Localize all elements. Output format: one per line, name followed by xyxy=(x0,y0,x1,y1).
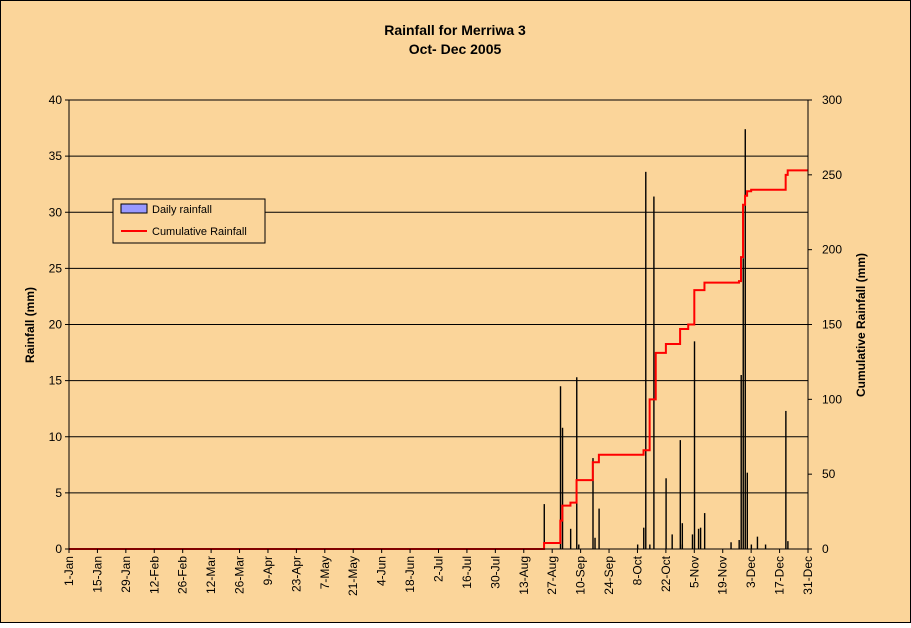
x-tick-label: 15-Jan xyxy=(90,556,104,593)
rainfall-bar xyxy=(645,171,647,549)
y2-tick-label: 50 xyxy=(822,467,836,481)
rainfall-bar xyxy=(742,258,744,549)
x-tick-label: 17-Dec xyxy=(773,556,787,595)
y-tick-label: 20 xyxy=(49,318,63,332)
rainfall-bar xyxy=(764,544,767,549)
x-tick-label: 26-Feb xyxy=(176,556,190,594)
rainfall-bar xyxy=(665,478,667,549)
rainfall-bar xyxy=(750,544,753,549)
daily-rainfall-bars xyxy=(543,129,789,549)
y2-tick-label: 200 xyxy=(822,243,842,257)
x-tick-label: 18-Jun xyxy=(403,556,417,593)
rainfall-bar xyxy=(653,196,655,549)
x-tick-label: 22-Oct xyxy=(659,555,673,592)
rainfall-bar xyxy=(578,544,580,549)
y-tick-label: 0 xyxy=(55,542,62,556)
x-tick-label: 12-Mar xyxy=(204,556,218,594)
rainfall-bar xyxy=(697,528,700,549)
y2-tick-label: 300 xyxy=(822,93,842,107)
x-tick-label: 9-Apr xyxy=(261,556,275,585)
x-tick-label: 19-Nov xyxy=(716,556,730,595)
rainfall-bar xyxy=(679,440,681,549)
rainfall-bar xyxy=(559,386,562,549)
rainfall-bar xyxy=(693,341,696,549)
y2-tick-label: 100 xyxy=(822,392,842,406)
rainfall-bar xyxy=(543,504,545,549)
rainfall-bar xyxy=(592,458,594,549)
rainfall-bar xyxy=(756,536,759,549)
rainfall-bar xyxy=(649,544,651,549)
right-y-tick-labels: 0 50 100 150 200 250 300 xyxy=(822,93,842,556)
rainfall-bar xyxy=(576,377,578,549)
x-tick-label: 31-Dec xyxy=(801,556,815,595)
rainfall-bar xyxy=(699,527,702,549)
legend-bar-swatch xyxy=(120,203,148,214)
x-tick-label: 8-Oct xyxy=(630,555,644,585)
x-tick-label: 4-Jun xyxy=(375,556,389,586)
rainfall-bar xyxy=(681,523,684,549)
rainfall-bar xyxy=(598,508,600,549)
x-tick-label: 5-Nov xyxy=(687,556,701,588)
chart-title: Rainfall for Merriwa 3 xyxy=(384,22,526,38)
y-tick-label: 10 xyxy=(49,430,63,444)
x-tick-label: 12-Feb xyxy=(147,556,161,594)
y-tick-label: 30 xyxy=(49,205,63,219)
x-tick-labels: 1-Jan 15-Jan 29-Jan 12-Feb 26-Feb 12-Mar 26-Ma… xyxy=(62,555,815,596)
cumulative-rainfall-line xyxy=(69,169,808,550)
rainfall-bar xyxy=(671,534,673,549)
y-axis-title: Rainfall (mm) xyxy=(23,287,37,363)
rainfall-bar xyxy=(787,541,789,549)
y2-tick-label: 150 xyxy=(822,318,842,332)
x-tick-label: 1-Jan xyxy=(62,556,76,586)
y2-tick-label: 250 xyxy=(822,168,842,182)
rainfall-bar xyxy=(744,129,746,549)
rainfall-bar xyxy=(594,537,596,549)
x-tick-label: 13-Aug xyxy=(517,556,531,595)
axes xyxy=(65,99,812,553)
rainfall-bar xyxy=(730,542,732,549)
rainfall-bar xyxy=(691,534,694,549)
x-tick-label: 26-Mar xyxy=(233,556,247,594)
y-tick-label: 15 xyxy=(49,374,63,388)
rainfall-bar xyxy=(643,527,645,549)
y-tick-label: 25 xyxy=(49,261,63,275)
cumulative-rainfall-line-group xyxy=(69,169,808,550)
rainfall-bar xyxy=(740,375,742,549)
y-tick-label: 35 xyxy=(49,149,63,163)
rainfall-bar xyxy=(746,472,748,549)
rainfall-bar xyxy=(785,410,787,549)
x-tick-label: 21-May xyxy=(346,556,360,596)
x-tick-label: 24-Sep xyxy=(602,556,616,595)
legend: Daily rainfall Cumulative Rainfall xyxy=(112,198,266,244)
legend-label-daily-rainfall: Daily rainfall xyxy=(152,204,212,216)
x-tick-label: 23-Apr xyxy=(289,556,303,592)
x-tick-label: 2-Jul xyxy=(432,556,446,582)
rainfall-bar xyxy=(703,513,706,549)
x-tick-label: 3-Dec xyxy=(744,556,758,588)
y2-axis-title: Cumulative Rainfall (mm) xyxy=(854,253,868,397)
rainfall-bar xyxy=(738,540,740,549)
x-tick-label: 7-May xyxy=(318,556,332,589)
rainfall-bar xyxy=(569,528,572,549)
rainfall-bar xyxy=(561,427,564,549)
x-tick-label: 10-Sep xyxy=(574,556,588,595)
y-tick-label: 5 xyxy=(55,486,62,500)
rainfall-bar xyxy=(636,544,639,549)
y-tick-label: 40 xyxy=(49,93,63,107)
x-tick-label: 16-Jul xyxy=(460,556,474,589)
x-tick-label: 29-Jan xyxy=(119,556,133,593)
legend-label-cumulative-rainfall: Cumulative Rainfall xyxy=(152,226,247,238)
x-tick-label: 27-Aug xyxy=(545,556,559,595)
chart-subtitle: Oct- Dec 2005 xyxy=(409,41,502,57)
left-y-tick-labels: 0 5 10 15 20 25 30 35 40 xyxy=(49,93,63,556)
y2-tick-label: 0 xyxy=(822,542,829,556)
x-tick-label: 30-Jul xyxy=(488,556,502,589)
